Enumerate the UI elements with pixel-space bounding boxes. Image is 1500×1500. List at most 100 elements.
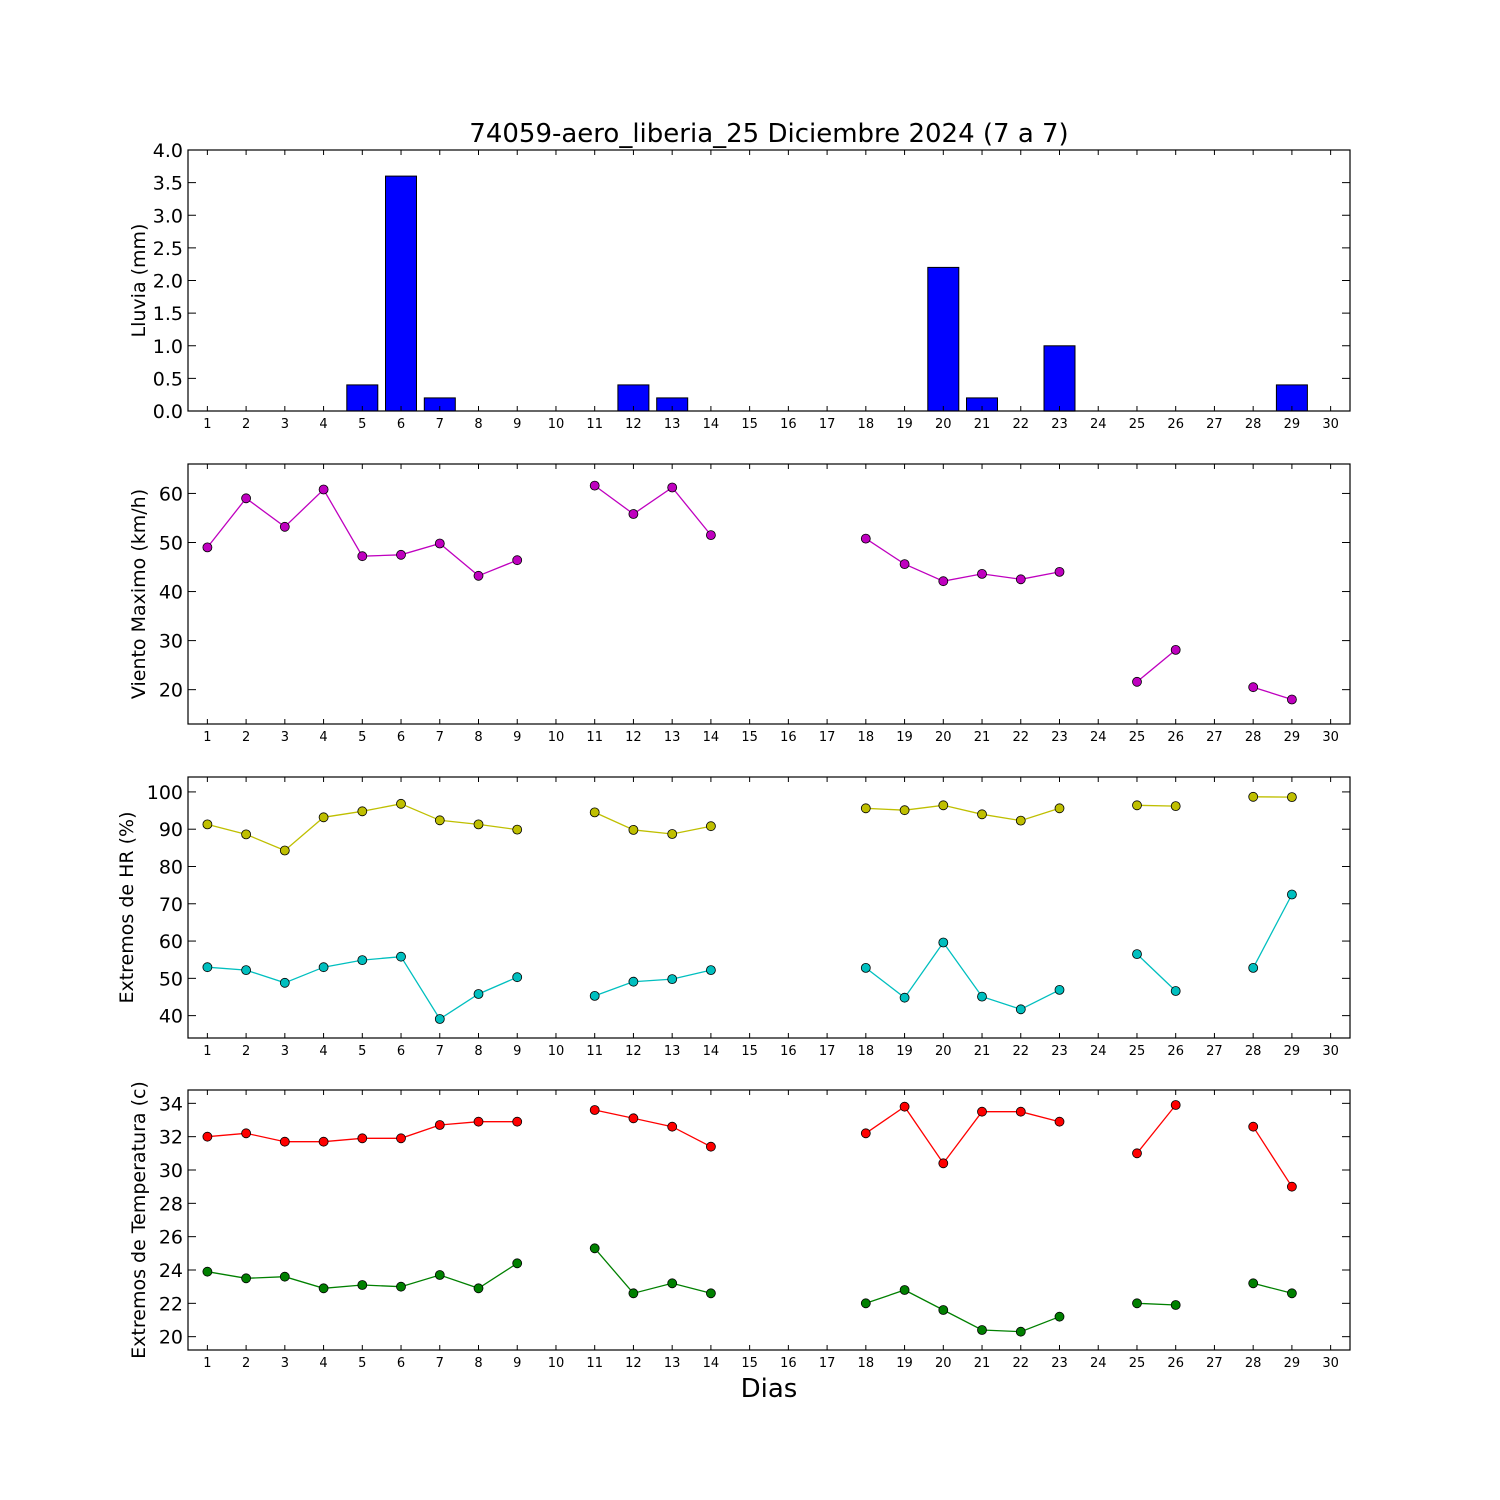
humidity-series-0-point-day-4 — [318, 812, 329, 823]
temperature-series-1-point-day-21 — [977, 1325, 987, 1335]
y-tick-label: 2.5 — [153, 238, 183, 260]
y-tick-label: 0.0 — [153, 401, 183, 423]
x-tick-label: 6 — [397, 1356, 405, 1371]
x-tick-label: 24 — [1090, 730, 1107, 745]
x-tick-label: 1 — [203, 1356, 211, 1371]
x-tick-label: 17 — [819, 417, 836, 432]
x-tick-label: 11 — [586, 1356, 603, 1371]
x-tick-label: 19 — [896, 1356, 913, 1371]
y-tick-label: 1.5 — [153, 303, 183, 325]
y-tick-label: 1.0 — [153, 336, 183, 358]
humidity-series-0-point-day-3 — [279, 845, 290, 856]
humidity-series-1-point-day-28 — [1248, 963, 1259, 973]
x-tick-label: 1 — [203, 417, 211, 432]
temperature-series-0-point-day-28 — [1248, 1121, 1259, 1132]
humidity-series-0-point-day-6 — [396, 798, 406, 809]
y-tick-label: 3.5 — [153, 173, 183, 195]
wind-series-0-line — [206, 485, 1293, 701]
humidity-series-1-point-day-29 — [1287, 889, 1297, 900]
x-tick-label: 14 — [703, 730, 720, 745]
x-tick-label: 28 — [1245, 417, 1262, 432]
x-tick-label: 5 — [358, 1044, 366, 1059]
x-tick-label: 3 — [281, 1044, 289, 1059]
humidity-series-0-point-day-23 — [1054, 803, 1065, 814]
x-tick-label: 27 — [1206, 730, 1223, 745]
x-tick-label: 22 — [1012, 417, 1029, 432]
x-tick-label: 24 — [1090, 1356, 1107, 1371]
humidity-series-1-point-day-7 — [434, 1014, 445, 1024]
wind-series-0-point-day-7 — [434, 538, 445, 549]
temperature-series-0-point-day-9 — [512, 1116, 523, 1127]
y-tick-label: 26 — [159, 1227, 183, 1249]
humidity-series-1-point-day-8 — [473, 989, 484, 999]
temperature-series-0-point-day-1 — [202, 1131, 213, 1142]
temperature-series-0-point-day-18 — [860, 1128, 871, 1139]
y-tick-label: 4.0 — [153, 140, 183, 162]
humidity-series-1-point-day-14 — [706, 965, 716, 975]
humidity-series-0-point-day-18 — [860, 803, 871, 814]
temperature-series-0-point-day-6 — [396, 1133, 406, 1144]
x-tick-label: 27 — [1206, 1356, 1223, 1371]
x-tick-label: 18 — [858, 1356, 875, 1371]
wind-series-0-point-day-3 — [279, 521, 290, 532]
x-tick-label: 20 — [935, 1356, 952, 1371]
temperature-series-0-point-day-25 — [1132, 1148, 1142, 1159]
wind-series-0-point-day-25 — [1132, 676, 1142, 687]
wind-series-0-point-day-22 — [1015, 574, 1026, 585]
temperature-series-1-point-day-29 — [1287, 1288, 1297, 1299]
y-tick-label: 60 — [159, 483, 183, 505]
humidity-series-0-point-day-8 — [473, 819, 484, 830]
temperature-series-1-point-day-12 — [628, 1288, 639, 1299]
x-tick-label: 10 — [548, 1356, 565, 1371]
x-tick-label: 6 — [397, 730, 405, 745]
x-tick-label: 5 — [358, 417, 366, 432]
temperature-series-0-point-day-29 — [1287, 1181, 1297, 1192]
x-tick-label: 12 — [625, 730, 642, 745]
temperature-series-1-point-day-1 — [202, 1266, 213, 1277]
y-tick-label: 70 — [159, 894, 183, 916]
wind-series-0-point-day-20 — [938, 576, 949, 587]
wind-series-0-point-day-21 — [977, 569, 987, 579]
y-tick-label: 30 — [159, 1160, 183, 1182]
x-tick-label: 12 — [625, 417, 642, 432]
x-tick-label: 20 — [935, 417, 952, 432]
x-tick-label: 8 — [474, 1044, 482, 1059]
wind-series-0-point-day-8 — [473, 570, 484, 581]
x-tick-label: 14 — [703, 1356, 720, 1371]
humidity-series-0-point-day-2 — [241, 829, 252, 840]
x-tick-label: 18 — [858, 1044, 875, 1059]
y-tick-label: 32 — [159, 1127, 183, 1149]
temperature-series-1-point-day-19 — [899, 1285, 910, 1295]
humidity-series-0-point-day-13 — [667, 829, 678, 839]
humidity-series-1-point-day-2 — [241, 965, 252, 975]
x-tick-label: 2 — [242, 417, 250, 432]
wind-series-0-point-day-23 — [1054, 567, 1065, 577]
rain-bar-day-23 — [1043, 345, 1076, 412]
panel-wind: 1 2 3 4 5 6 7 8 9 10 11 12 13 14 15 16 17 18 19 20 21 22 23 24 2… — [128, 463, 1351, 745]
x-tick-label: 16 — [780, 730, 797, 745]
plot-frame — [187, 149, 1351, 412]
x-tick-label: 18 — [858, 730, 875, 745]
panel-humidity: 1 2 3 4 5 6 7 8 9 10 11 12 13 14 15 16 17 18 19 20 21 22 23 24 2… — [116, 776, 1351, 1059]
temperature-series-0-line — [207, 1104, 1293, 1188]
panel-temperature: 1 2 3 4 5 6 7 8 9 10 11 12 13 14 15 16 17 18 19 20 21 22 23 24 2… — [128, 1081, 1351, 1371]
y-tick-label: 24 — [159, 1260, 183, 1282]
y-axis-label: Extremos de HR (%) — [116, 811, 138, 1003]
x-tick-label: 14 — [703, 417, 720, 432]
temperature-series-1-point-day-4 — [318, 1283, 329, 1294]
y-tick-label: 30 — [159, 631, 183, 653]
humidity-series-0-point-day-21 — [977, 809, 987, 820]
humidity-series-1-point-day-1 — [202, 962, 213, 973]
y-tick-label: 3.0 — [153, 205, 183, 227]
x-tick-label: 26 — [1167, 417, 1184, 432]
x-tick-label: 3 — [281, 417, 289, 432]
x-tick-label: 4 — [319, 1356, 327, 1371]
humidity-series-1-point-day-12 — [628, 976, 639, 987]
temperature-series-0-point-day-26 — [1170, 1100, 1181, 1110]
humidity-series-0-point-day-1 — [202, 819, 213, 830]
x-tick-label: 5 — [358, 1356, 366, 1371]
x-tick-label: 10 — [548, 1044, 565, 1059]
wind-series-0-point-day-28 — [1248, 682, 1259, 693]
x-tick-label: 29 — [1284, 1356, 1301, 1371]
y-tick-label: 34 — [159, 1093, 183, 1115]
